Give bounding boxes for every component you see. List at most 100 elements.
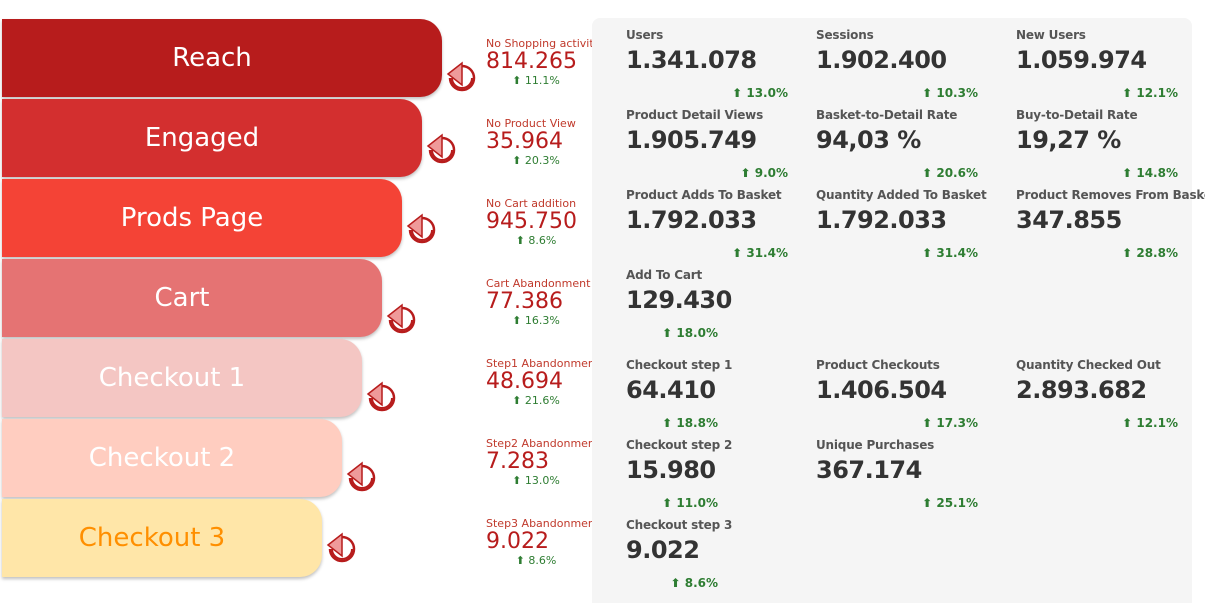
metric-label: Sessions (816, 28, 874, 42)
abandonment-step3: Step3 Abandonment 9.022 ⬆ 8.6% (486, 517, 602, 567)
drop-arrow-icon (386, 303, 416, 334)
metric-new-users: New Users 1.059.974 ⬆ 12.1% (1016, 28, 1196, 106)
metric-quantity-added-to-basket: Quantity Added To Basket 1.792.033 ⬆ 31.… (816, 188, 996, 266)
metric-change: ⬆ 20.6% (922, 166, 978, 180)
funnel-bar-label: Prods Page (120, 203, 264, 233)
metric-value: 367.174 (816, 456, 922, 484)
metric-change: ⬆ 31.4% (732, 246, 788, 260)
funnel-bar-label: Checkout 3 (78, 523, 226, 553)
metric-value: 64.410 (626, 376, 716, 404)
metric-value: 1.341.078 (626, 46, 757, 74)
metric-change: ⬆ 17.3% (922, 416, 978, 430)
metric-label: Product Checkouts (816, 358, 940, 372)
metric-change: ⬆ 10.3% (922, 86, 978, 100)
metric-value: 347.855 (1016, 206, 1122, 234)
metric-label: Checkout step 2 (626, 438, 733, 452)
metric-label: Checkout step 3 (626, 518, 733, 532)
metric-add-to-cart: Add To Cart 129.430 ⬆ 18.0% (626, 268, 806, 346)
abandonment-label: No Cart addition (486, 197, 577, 210)
funnel-bar-reach[interactable]: Reach (2, 19, 442, 97)
metric-sessions: Sessions 1.902.400 ⬆ 10.3% (816, 28, 996, 106)
metric-label: Basket-to-Detail Rate (816, 108, 958, 122)
metric-label: Product Removes From Basket (1016, 188, 1205, 202)
metric-value: 1.792.033 (626, 206, 757, 234)
metric-label: Quantity Checked Out (1016, 358, 1161, 372)
metric-change: ⬆ 14.8% (1122, 166, 1178, 180)
abandonment-change: ⬆ 8.6% (515, 234, 557, 247)
funnel-bar-cart[interactable]: Cart (2, 259, 382, 337)
abandonment-value: 945.750 (486, 209, 577, 234)
abandonment-change: ⬆ 13.0% (512, 474, 560, 487)
metric-label: New Users (1016, 28, 1086, 42)
metric-buy-to-detail-rate: Buy-to-Detail Rate 19,27 % ⬆ 14.8% (1016, 108, 1196, 186)
abandonment-change: ⬆ 11.1% (512, 74, 560, 87)
metric-label: Add To Cart (626, 268, 703, 282)
abandonment-value: 35.964 (486, 129, 563, 154)
abandonment-label: Step2 Abandonment (486, 437, 600, 450)
funnel-bar-checkout-1[interactable]: Checkout 1 (2, 339, 362, 417)
abandonment-change: ⬆ 20.3% (512, 154, 560, 167)
metric-checkout-step-3: Checkout step 3 9.022 ⬆ 8.6% (626, 518, 806, 596)
metric-label: Users (626, 28, 664, 42)
metric-change: ⬆ 31.4% (922, 246, 978, 260)
funnel-bar-label: Reach (172, 43, 252, 73)
metric-checkout-step-1: Checkout step 1 64.410 ⬆ 18.8% (626, 358, 806, 436)
metric-change: ⬆ 9.0% (740, 166, 788, 180)
abandonment-step1: Step1 Abandonment 48.694 ⬆ 21.6% (486, 357, 602, 407)
metric-label: Quantity Added To Basket (816, 188, 987, 202)
metric-checkout-step-2: Checkout step 2 15.980 ⬆ 11.0% (626, 438, 806, 516)
metric-label: Buy-to-Detail Rate (1016, 108, 1138, 122)
metric-label: Product Detail Views (626, 108, 764, 122)
metric-change: ⬆ 13.0% (732, 86, 788, 100)
metric-product-removes-from-basket: Product Removes From Basket 347.855 ⬆ 28… (1016, 188, 1205, 266)
metric-change: ⬆ 28.8% (1122, 246, 1178, 260)
metric-basket-to-detail-rate: Basket-to-Detail Rate 94,03 % ⬆ 20.6% (816, 108, 996, 186)
abandonment-change: ⬆ 21.6% (512, 394, 560, 407)
metric-label: Checkout step 1 (626, 358, 733, 372)
metric-value: 94,03 % (816, 126, 921, 154)
metric-value: 129.430 (626, 286, 732, 314)
abandonment-no-shopping: No Shopping activity 814.265 ⬆ 11.1% (486, 37, 602, 87)
abandonment-change: ⬆ 16.3% (512, 314, 560, 327)
metric-change: ⬆ 8.6% (670, 576, 718, 590)
abandonment-value: 814.265 (486, 49, 577, 74)
metrics-panel: Users 1.341.078 ⬆ 13.0% Sessions 1.902.4… (592, 18, 1205, 603)
metric-change: ⬆ 11.0% (662, 496, 718, 510)
metric-product-checkouts: Product Checkouts 1.406.504 ⬆ 17.3% (816, 358, 996, 436)
metric-users: Users 1.341.078 ⬆ 13.0% (626, 28, 806, 106)
abandonment-value: 48.694 (486, 369, 563, 394)
metric-change: ⬆ 18.8% (662, 416, 718, 430)
drop-arrow-icon (346, 461, 376, 492)
metric-change: ⬆ 12.1% (1122, 416, 1178, 430)
metric-quantity-checked-out: Quantity Checked Out 2.893.682 ⬆ 12.1% (1016, 358, 1196, 436)
metric-label: Unique Purchases (816, 438, 935, 452)
metric-change: ⬆ 12.1% (1122, 86, 1178, 100)
metric-change: ⬆ 18.0% (662, 326, 718, 340)
abandonment-value: 77.386 (486, 289, 563, 314)
metric-value: 1.902.400 (816, 46, 947, 74)
funnel-bar-checkout-3[interactable]: Checkout 3 (2, 499, 322, 577)
abandonment-label: Step3 Abandonment (486, 517, 600, 530)
drop-arrow-icon (366, 381, 396, 412)
metric-change: ⬆ 25.1% (922, 496, 978, 510)
metric-label: Product Adds To Basket (626, 188, 782, 202)
drop-arrow-icon (326, 532, 356, 563)
metric-value: 19,27 % (1016, 126, 1121, 154)
metric-product-detail-views: Product Detail Views 1.905.749 ⬆ 9.0% (626, 108, 806, 186)
abandonment-value: 7.283 (486, 449, 549, 474)
metric-value: 1.406.504 (816, 376, 947, 404)
drop-arrow-icon (426, 133, 456, 164)
metric-value: 15.980 (626, 456, 716, 484)
funnel-bar-prods-page[interactable]: Prods Page (2, 179, 402, 257)
abandonment-step2: Step2 Abandonment 7.283 ⬆ 13.0% (486, 437, 602, 487)
drop-arrow-icon (446, 61, 476, 92)
funnel-bar-checkout-2[interactable]: Checkout 2 (2, 419, 342, 497)
funnel-bar-engaged[interactable]: Engaged (2, 99, 422, 177)
metric-unique-purchases: Unique Purchases 367.174 ⬆ 25.1% (816, 438, 996, 516)
metric-value: 9.022 (626, 536, 700, 564)
funnel-bar-label: Checkout 2 (88, 443, 236, 473)
funnel-bar-label: Cart (154, 283, 210, 313)
abandonment-change: ⬆ 8.6% (515, 554, 557, 567)
abandonment-cart: Cart Abandonment 77.386 ⬆ 16.3% (486, 277, 602, 327)
